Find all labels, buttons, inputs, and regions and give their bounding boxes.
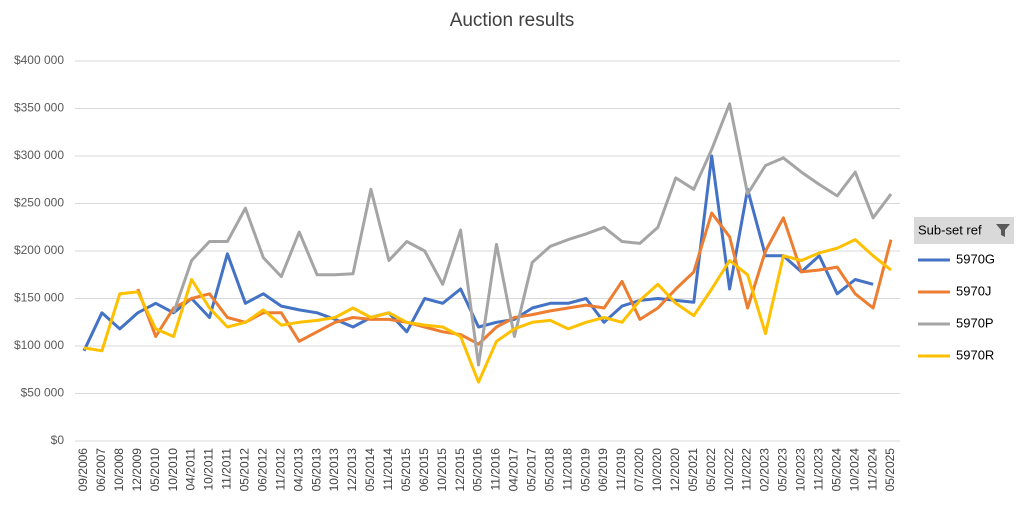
y-tick-label: $100 000	[14, 338, 64, 352]
x-tick-label: 09/2006	[76, 448, 90, 492]
legend-label: 5970G	[956, 251, 995, 266]
series-line	[136, 211, 893, 346]
series-line	[82, 154, 874, 352]
x-tick-label: 05/2015	[399, 448, 413, 492]
x-tick-label: 12/2009	[130, 448, 144, 492]
x-tick-label: 11/2022	[740, 448, 754, 491]
x-tick-label: 02/2023	[758, 448, 772, 492]
x-tick-label: 12/2015	[453, 448, 467, 492]
y-tick-label: $250 000	[14, 196, 64, 210]
x-tick-label: 07/2020	[632, 448, 646, 492]
x-tick-label: 05/2010	[148, 448, 162, 492]
chart-title: Auction results	[450, 10, 575, 31]
series-line	[172, 102, 893, 367]
y-tick-label: $50 000	[21, 386, 65, 400]
x-tick-label: 10/2013	[327, 448, 341, 492]
x-tick-label: 05/2014	[363, 448, 377, 492]
x-tick-label: 05/2022	[704, 448, 718, 492]
x-tick-label: 05/2021	[686, 448, 700, 492]
x-tick-label: 05/2025	[883, 448, 897, 492]
x-tick-label: 05/2018	[542, 448, 556, 492]
x-tick-label: 11/2019	[614, 448, 628, 491]
legend-title: Sub-set ref	[918, 222, 982, 237]
x-tick-label: 10/2020	[650, 448, 664, 492]
legend-header[interactable]	[914, 217, 1014, 244]
x-tick-label: 10/2023	[794, 448, 808, 492]
x-tick-label: 04/2013	[291, 448, 305, 492]
legend-label: 5970J	[956, 283, 991, 298]
y-tick-label: $0	[51, 433, 65, 447]
series-line	[83, 238, 892, 384]
x-tick-label: 05/2024	[829, 448, 843, 492]
x-tick-label: 06/2015	[417, 448, 431, 492]
x-tick-label: 06/2007	[94, 448, 108, 492]
y-tick-label: $350 000	[14, 101, 64, 115]
x-tick-label: 11/2024	[865, 448, 879, 491]
x-tick-label: 12/2013	[345, 448, 359, 492]
x-tick-label: 10/2015	[435, 448, 449, 492]
x-tick-label: 05/2019	[578, 448, 592, 492]
y-tick-label: $200 000	[14, 243, 64, 257]
x-tick-label: 10/2010	[166, 448, 180, 492]
x-tick-label: 05/2023	[776, 448, 790, 492]
x-tick-label: 04/2017	[507, 448, 521, 492]
filter-icon[interactable]	[996, 224, 1010, 237]
x-tick-label: 10/2022	[722, 448, 736, 492]
x-tick-label: 11/2012	[273, 448, 287, 491]
x-tick-label: 05/2017	[525, 448, 539, 492]
x-tick-label: 11/2011	[220, 448, 234, 490]
x-tick-label: 11/2018	[560, 448, 574, 491]
y-tick-label: $400 000	[14, 53, 64, 67]
x-tick-label: 06/2012	[255, 448, 269, 492]
x-tick-label: 10/2008	[112, 448, 126, 492]
x-tick-label: 10/2024	[847, 448, 861, 492]
x-tick-label: 11/2016	[489, 448, 503, 491]
x-tick-label: 05/2013	[309, 448, 323, 492]
y-tick-label: $150 000	[14, 291, 64, 305]
legend-label: 5970R	[956, 347, 994, 362]
x-tick-label: 11/2014	[381, 448, 395, 491]
x-tick-label: 06/2019	[596, 448, 610, 492]
x-tick-label: 05/2016	[471, 448, 485, 492]
x-tick-label: 11/2023	[811, 448, 825, 491]
x-tick-label: 04/2011	[184, 448, 198, 491]
legend-label: 5970P	[956, 315, 994, 330]
x-tick-label: 05/2012	[238, 448, 252, 492]
y-tick-label: $300 000	[14, 148, 64, 162]
x-tick-label: 12/2020	[668, 448, 682, 492]
x-tick-label: 10/2011	[202, 448, 216, 491]
